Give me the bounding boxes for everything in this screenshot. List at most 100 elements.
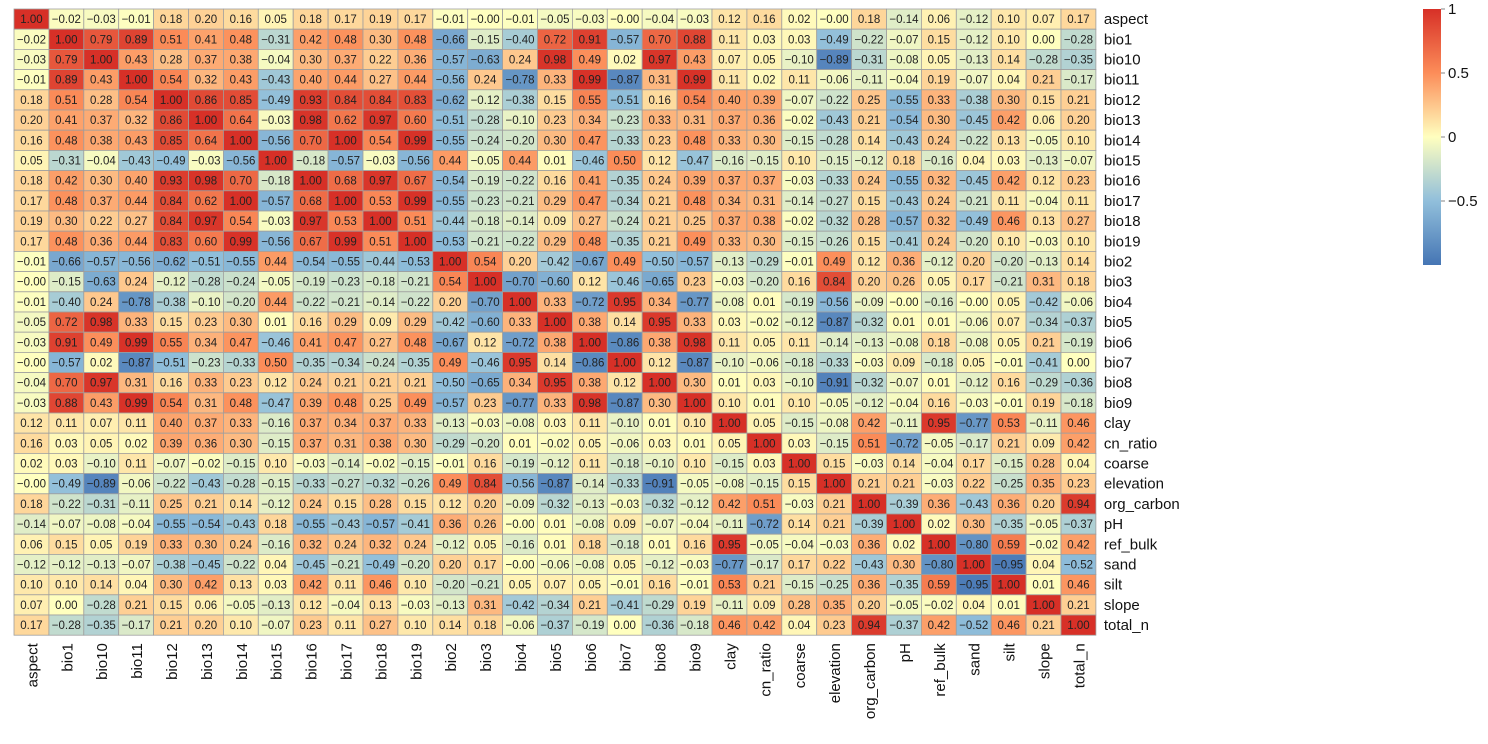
cell-value-bio16-bio10: 0.30 <box>90 176 112 188</box>
cell-value-bio3-bio18: −0.18 <box>366 277 395 289</box>
cell-value-bio14-sand: −0.22 <box>959 135 988 147</box>
cell-value-aspect-bio1: −0.02 <box>52 14 81 26</box>
cell-value-bio18-bio8: 0.21 <box>648 216 670 228</box>
cell-value-org_carbon-bio18: 0.28 <box>369 499 391 511</box>
cell-value-bio14-slope: −0.05 <box>1029 135 1058 147</box>
cell-value-bio18-bio5: 0.09 <box>544 216 566 228</box>
cell-value-pH-bio13: −0.54 <box>191 519 221 531</box>
cell-value-slope-bio1: 0.00 <box>55 600 77 612</box>
cell-value-aspect-bio12: 0.18 <box>160 14 182 26</box>
cell-value-aspect-bio14: 0.16 <box>230 14 252 26</box>
cell-value-bio11-bio16: 0.40 <box>299 75 321 87</box>
column-label-clay: clay <box>722 643 739 670</box>
cell-value-ref_bulk-bio13: 0.30 <box>195 539 217 551</box>
cell-value-bio10-bio2: −0.57 <box>436 55 465 67</box>
cell-value-elevation-bio18: −0.32 <box>366 479 395 491</box>
cell-value-bio3-pH: 0.26 <box>893 277 915 289</box>
cell-value-bio1-total_n: −0.28 <box>1064 34 1093 46</box>
cell-value-bio17-bio17: 1.00 <box>334 196 356 208</box>
column-label-bio17: bio17 <box>339 643 356 680</box>
cell-value-bio9-slope: 0.19 <box>1032 398 1054 410</box>
cell-value-silt-bio2: −0.20 <box>436 580 465 592</box>
cell-value-elevation-bio3: 0.84 <box>474 479 497 491</box>
cell-value-ref_bulk-bio7: −0.18 <box>610 539 639 551</box>
cell-value-silt-aspect: 0.10 <box>20 580 42 592</box>
cell-value-bio3-bio8: −0.65 <box>645 277 674 289</box>
cell-value-bio5-bio2: −0.42 <box>436 317 465 329</box>
cell-value-bio1-ref_bulk: 0.15 <box>928 34 950 46</box>
cell-value-aspect-bio8: −0.04 <box>645 14 675 26</box>
cell-value-clay-bio9: 0.10 <box>683 418 705 430</box>
cell-value-bio4-bio14: −0.20 <box>226 297 255 309</box>
cell-value-bio1-bio5: 0.72 <box>544 34 566 46</box>
cell-value-cn_ratio-bio18: 0.38 <box>369 438 391 450</box>
cell-value-bio2-bio4: 0.20 <box>509 257 531 269</box>
cell-value-bio17-bio4: −0.21 <box>505 196 534 208</box>
cell-value-bio6-bio9: 0.98 <box>683 337 705 349</box>
cell-value-bio6-total_n: −0.19 <box>1064 337 1093 349</box>
row-label-bio19: bio19 <box>1104 233 1141 250</box>
row-label-bio16: bio16 <box>1104 173 1141 190</box>
cell-value-silt-pH: −0.35 <box>889 580 918 592</box>
cell-value-bio8-pH: −0.07 <box>889 378 918 390</box>
cell-value-org_carbon-ref_bulk: 0.36 <box>928 499 950 511</box>
cell-value-total_n-aspect: 0.17 <box>20 620 42 632</box>
cell-value-bio1-slope: 0.00 <box>1032 34 1054 46</box>
cell-value-bio8-bio9: 0.30 <box>683 378 705 390</box>
cell-value-bio16-pH: −0.55 <box>889 176 918 188</box>
cell-value-bio3-ref_bulk: 0.05 <box>928 277 950 289</box>
cell-value-cn_ratio-cn_ratio: 1.00 <box>753 438 775 450</box>
cell-value-bio7-bio1: −0.57 <box>52 358 81 370</box>
cell-value-bio9-bio14: 0.48 <box>230 398 252 410</box>
column-label-aspect: aspect <box>24 642 41 687</box>
cell-value-total_n-bio17: 0.11 <box>335 620 357 632</box>
cell-value-bio10-ref_bulk: 0.05 <box>928 55 950 67</box>
cell-value-elevation-bio7: −0.33 <box>610 479 639 491</box>
cell-value-ref_bulk-clay: 0.95 <box>718 539 740 551</box>
cell-value-bio15-bio3: −0.05 <box>471 156 500 168</box>
cell-value-coarse-bio9: 0.10 <box>683 459 705 471</box>
cell-value-bio7-total_n: 0.00 <box>1067 358 1089 370</box>
cell-value-total_n-slope: 0.21 <box>1032 620 1054 632</box>
cell-value-bio8-bio1: 0.70 <box>55 378 77 390</box>
cell-value-elevation-bio1: −0.49 <box>52 479 81 491</box>
cell-value-bio16-bio8: 0.24 <box>648 176 671 188</box>
cell-value-bio2-sand: 0.20 <box>963 257 985 269</box>
row-label-org_carbon: org_carbon <box>1104 496 1180 513</box>
cell-value-clay-bio11: 0.11 <box>125 418 147 430</box>
cell-value-coarse-sand: 0.17 <box>963 459 985 471</box>
cell-value-bio18-coarse: −0.02 <box>785 216 814 228</box>
cell-value-bio13-bio8: 0.33 <box>648 115 670 127</box>
cell-value-bio5-ref_bulk: 0.01 <box>928 317 950 329</box>
cell-value-bio5-bio12: 0.15 <box>160 317 182 329</box>
cell-value-bio8-cn_ratio: 0.03 <box>753 378 775 390</box>
cell-value-bio16-silt: 0.42 <box>997 176 1019 188</box>
cell-value-bio12-total_n: 0.21 <box>1067 95 1089 107</box>
cell-value-total_n-bio14: 0.10 <box>230 620 252 632</box>
cell-value-org_carbon-slope: 0.20 <box>1032 499 1054 511</box>
cell-value-bio6-silt: 0.05 <box>997 337 1019 349</box>
cell-value-ref_bulk-bio12: 0.33 <box>160 539 182 551</box>
cell-value-bio2-bio17: −0.55 <box>331 257 360 269</box>
cell-value-bio15-cn_ratio: −0.15 <box>750 156 779 168</box>
cell-value-bio18-org_carbon: 0.28 <box>858 216 880 228</box>
cell-value-total_n-clay: 0.46 <box>718 620 740 632</box>
row-label-bio6: bio6 <box>1104 334 1132 351</box>
cell-value-bio9-bio11: 0.99 <box>125 398 147 410</box>
cell-value-org_carbon-sand: −0.43 <box>959 499 988 511</box>
cell-value-sand-bio15: 0.04 <box>265 560 288 572</box>
legend-tick-label-3: −0.5 <box>1448 193 1478 210</box>
cell-value-bio11-bio2: −0.56 <box>436 75 465 87</box>
cell-value-coarse-silt: −0.15 <box>994 459 1023 471</box>
cell-value-bio14-bio15: −0.56 <box>261 135 290 147</box>
cell-value-bio11-pH: −0.04 <box>889 75 919 87</box>
row-label-silt: silt <box>1104 577 1123 594</box>
cell-value-bio4-cn_ratio: 0.01 <box>753 297 775 309</box>
cell-value-bio4-total_n: −0.06 <box>1064 297 1093 309</box>
cell-value-bio4-slope: −0.42 <box>1029 297 1058 309</box>
cell-value-elevation-bio16: −0.33 <box>296 479 325 491</box>
cell-value-bio1-elevation: −0.49 <box>820 34 849 46</box>
cell-value-elevation-bio12: −0.22 <box>156 479 185 491</box>
cell-value-bio12-aspect: 0.18 <box>20 95 42 107</box>
cell-value-bio17-bio15: −0.57 <box>261 196 290 208</box>
